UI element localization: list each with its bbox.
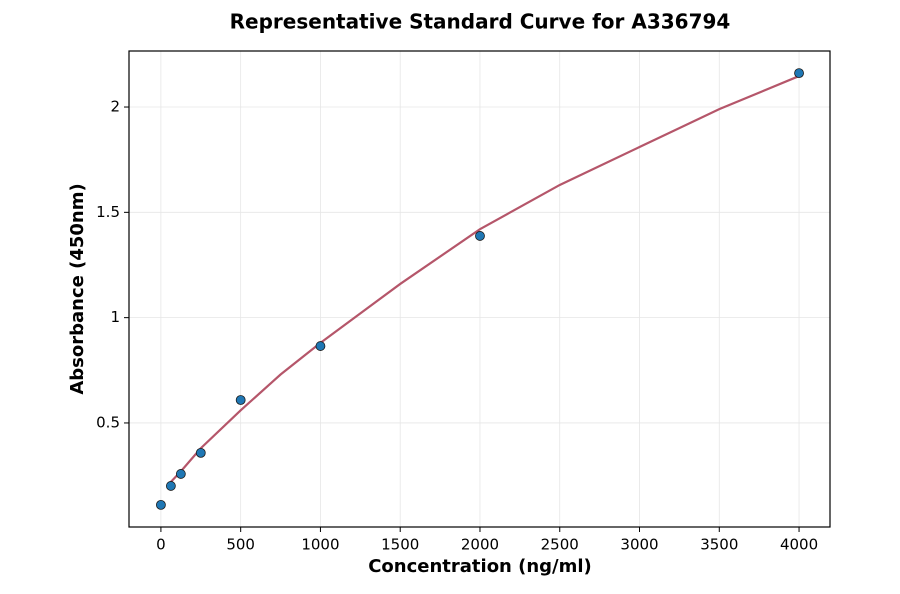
x-tick-label: 0 — [156, 536, 166, 554]
x-axis-label: Concentration (ng/ml) — [368, 556, 592, 577]
y-tick-label: 0.5 — [96, 413, 120, 431]
data-point — [475, 231, 485, 241]
data-point — [195, 447, 206, 458]
data-point — [165, 481, 176, 491]
x-tick-label: 1000 — [301, 536, 339, 554]
x-tick-label: 2500 — [541, 536, 579, 554]
data-point — [315, 341, 326, 351]
data-point — [175, 469, 186, 479]
data-point — [235, 395, 246, 405]
chart-title: Representative Standard Curve for A33679… — [230, 10, 731, 34]
y-tick-label: 1.5 — [96, 203, 120, 221]
x-tick-label: 500 — [226, 536, 255, 554]
x-tick-label: 4000 — [780, 536, 818, 554]
y-tick-label: 2 — [110, 98, 120, 116]
data-point — [156, 499, 166, 510]
y-axis-label: Absorbance (450nm) — [67, 183, 88, 394]
x-tick-label: 3500 — [700, 536, 738, 554]
y-tick-label: 1 — [110, 308, 120, 326]
plot-frame — [128, 50, 831, 528]
data-point — [794, 68, 804, 79]
fit-curve — [170, 75, 800, 483]
x-tick-label: 1500 — [381, 536, 419, 554]
x-tick-label: 3000 — [620, 536, 658, 554]
x-tick-label: 2000 — [461, 536, 499, 554]
